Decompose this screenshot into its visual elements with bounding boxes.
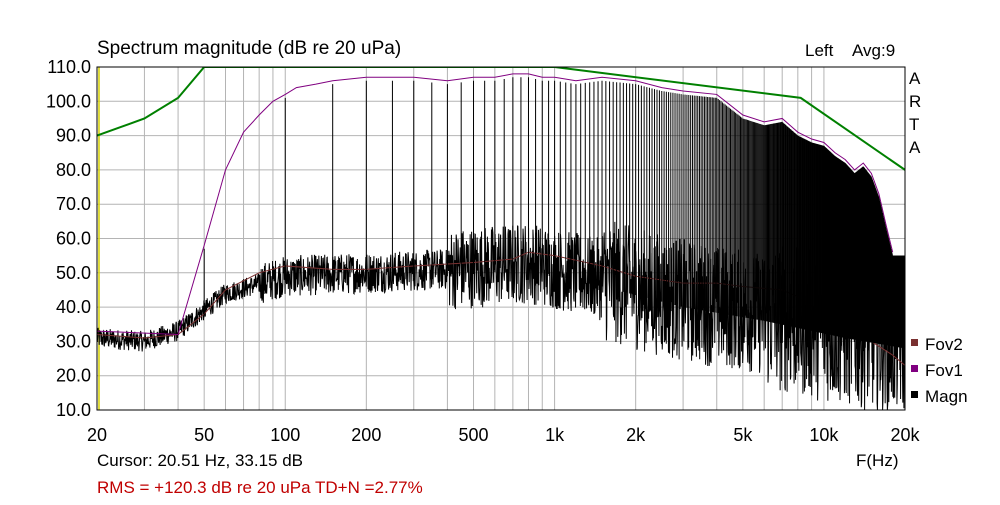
y-tick-label: 40.0 <box>56 297 91 317</box>
y-tick-label: 80.0 <box>56 160 91 180</box>
y-tick-label: 30.0 <box>56 331 91 351</box>
y-tick-label: 70.0 <box>56 194 91 214</box>
legend-swatch-magn <box>911 391 918 398</box>
y-tick-label: 10.0 <box>56 400 91 420</box>
x-axis-label: F(Hz) <box>856 451 898 470</box>
chart-title: Spectrum magnitude (dB re 20 uPa) <box>97 38 401 59</box>
channel-label: Left <box>805 41 834 60</box>
x-tick-label: 50 <box>194 425 214 445</box>
x-tick-label: 20k <box>890 425 920 445</box>
cursor-readout: Cursor: 20.51 Hz, 33.15 dB <box>97 451 303 470</box>
y-tick-label: 110.0 <box>47 57 91 77</box>
x-tick-label: 100 <box>270 425 300 445</box>
legend-swatch-fov2 <box>911 339 918 346</box>
legend-swatch-fov1 <box>911 365 918 372</box>
x-tick-label: 20 <box>87 425 107 445</box>
y-tick-label: 100.0 <box>46 91 91 111</box>
rms-readout: RMS = +120.3 dB re 20 uPa TD+N =2.77% <box>97 478 423 497</box>
x-tick-label: 5k <box>733 425 753 445</box>
legend-label-magn: Magn <box>925 387 968 406</box>
brand-letter-t: T <box>909 115 919 134</box>
plot-frame <box>96 66 906 411</box>
brand-letter-r: R <box>909 92 921 111</box>
x-tick-label: 500 <box>458 425 488 445</box>
legend-label-fov2: Fov2 <box>925 335 963 354</box>
y-tick-labels: 10.0 20.0 30.0 40.0 50.0 60.0 70.0 80.0 90.0 100.… <box>46 57 91 420</box>
brand-letter-a2: A <box>909 138 921 157</box>
y-tick-label: 20.0 <box>56 366 91 386</box>
legend-label-fov1: Fov1 <box>925 361 963 380</box>
x-tick-label: 2k <box>626 425 646 445</box>
y-tick-label: 50.0 <box>56 263 91 283</box>
y-tick-label: 90.0 <box>56 126 91 146</box>
brand-letter-a1: A <box>909 69 921 88</box>
harmonic-peaks <box>203 77 906 349</box>
limit-series-line <box>97 67 905 171</box>
avg-label: Avg:9 <box>852 41 895 60</box>
x-tick-label: 200 <box>351 425 381 445</box>
y-tick-label: 60.0 <box>56 229 91 249</box>
fov1-series-line <box>96 73 894 336</box>
x-tick-labels: 20 50 100 200 500 1k 2k 5k 10k 20k <box>87 425 921 445</box>
x-tick-label: 1k <box>545 425 565 445</box>
x-tick-label: 10k <box>809 425 839 445</box>
legend: Fov2 Fov1 Magn <box>911 335 968 406</box>
